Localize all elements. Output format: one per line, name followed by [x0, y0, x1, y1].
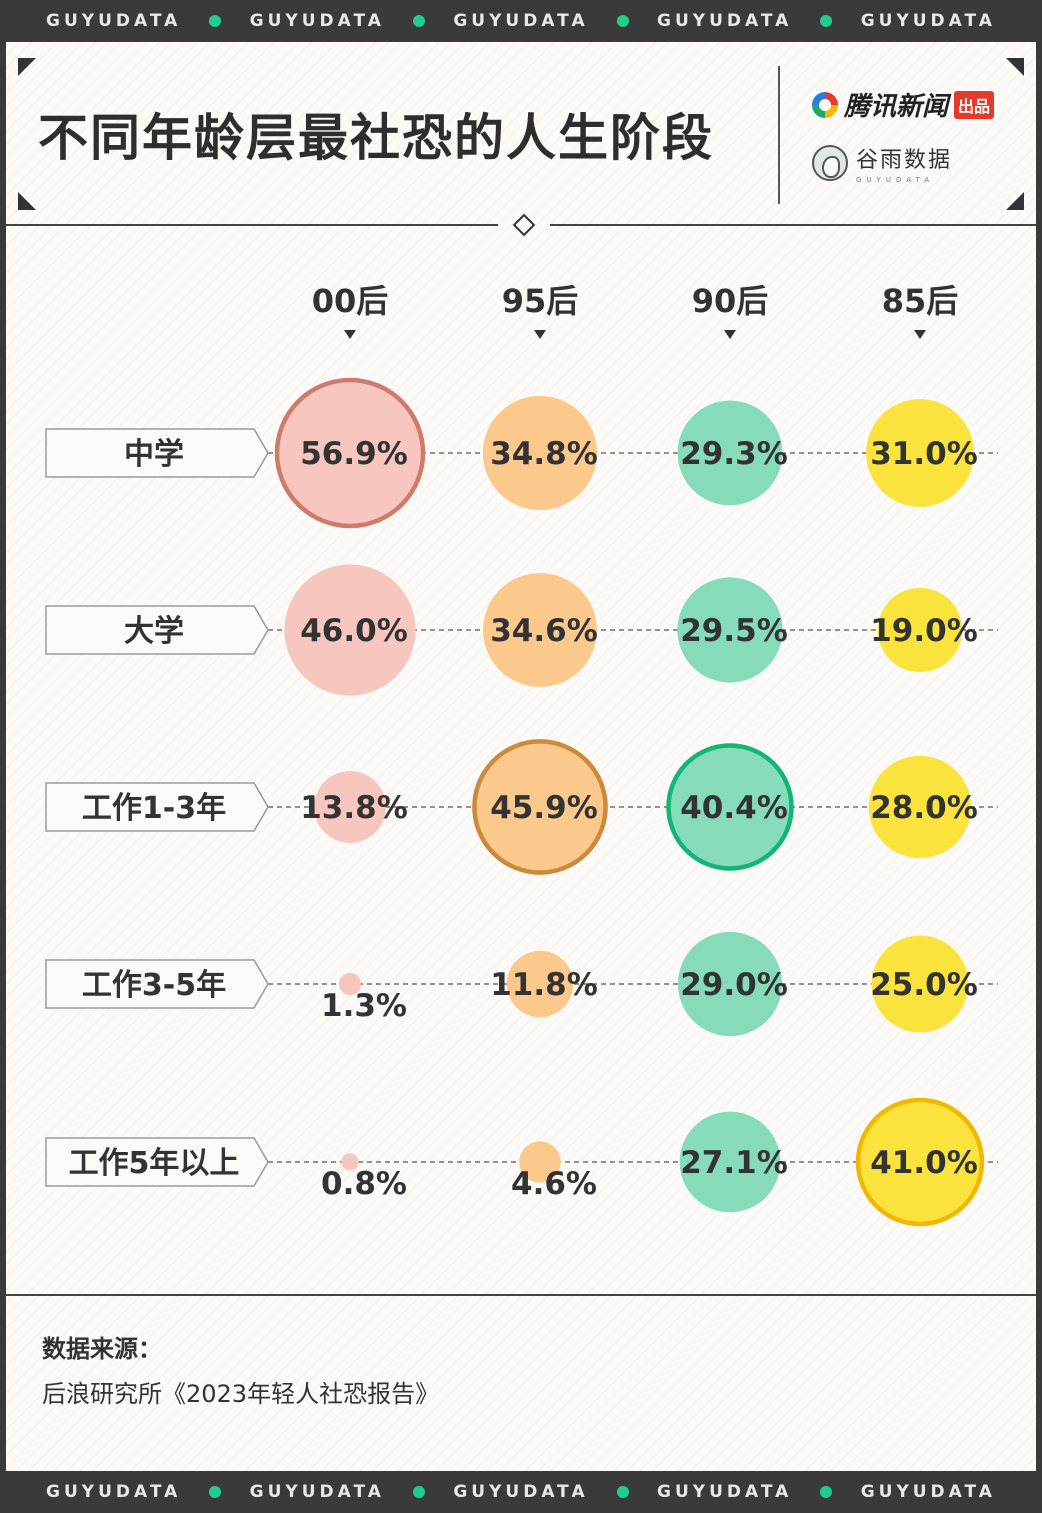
bubble	[482, 395, 598, 511]
band-word: GUYUDATA	[46, 11, 182, 31]
bubble-value-label: 29.0%	[680, 967, 788, 1003]
row-label-tag	[45, 605, 269, 655]
page-title: 不同年龄层最社恐的人生阶段	[38, 109, 714, 167]
bubble-value-label: 28.0%	[870, 790, 978, 826]
corner-mark	[18, 192, 36, 210]
band-dot	[616, 1486, 629, 1498]
row-label: 工作1-3年	[82, 791, 226, 826]
bubble	[314, 771, 386, 843]
bird-logo-icon	[812, 145, 848, 181]
bubble-value-label: 40.4%	[680, 790, 788, 826]
column-header: 95后	[502, 282, 579, 320]
band-dot	[413, 1486, 426, 1498]
bubble	[274, 377, 426, 529]
bubble-value-label: 56.9%	[300, 436, 408, 472]
band-word: GUYUDATA	[657, 11, 793, 31]
band-dot	[209, 1486, 222, 1498]
bubble-value-label: 11.8%	[490, 967, 598, 1003]
bubble-value-label: 13.8%	[300, 790, 408, 826]
bubble	[506, 950, 574, 1018]
bottom-brand-band: GUYUDATA GUYUDATA GUYUDATA GUYUDATA GUYU…	[0, 1471, 1042, 1513]
column-header: 90后	[692, 282, 769, 320]
corner-mark	[1006, 58, 1024, 76]
tencent-news-name: 腾讯新闻	[844, 92, 949, 122]
band-word: GUYUDATA	[249, 11, 385, 31]
corner-mark	[18, 58, 36, 76]
bubble-value-label: 27.1%	[680, 1145, 788, 1181]
bubble	[877, 587, 963, 673]
bubble-value-label: 46.0%	[300, 613, 408, 649]
row-label: 大学	[124, 614, 184, 649]
row-label-tag	[45, 1137, 269, 1187]
bubble-value-label: 34.8%	[490, 436, 598, 472]
header-rule	[6, 224, 498, 226]
band-dot	[820, 1486, 833, 1498]
bubble	[341, 1153, 359, 1171]
down-arrow-icon	[344, 330, 356, 339]
bubble-value-label: 19.0%	[870, 613, 978, 649]
bubble	[472, 739, 608, 875]
produced-by-tag: 出品	[954, 90, 995, 119]
source-label: 数据来源：	[42, 1335, 162, 1363]
row-label: 工作5年以上	[69, 1146, 240, 1181]
band-dot	[209, 15, 222, 27]
down-arrow-icon	[724, 330, 736, 339]
bubble	[677, 931, 783, 1037]
bubble-value-label: 29.5%	[680, 613, 788, 649]
bubble	[666, 743, 794, 871]
bubble	[284, 564, 416, 696]
bubble-value-label: 25.0%	[870, 967, 978, 1003]
header-rule	[550, 224, 1036, 226]
tencent-news-logo-icon	[812, 91, 838, 118]
bubble-value-label: 34.6%	[490, 613, 598, 649]
bubble	[677, 400, 783, 506]
header-divider	[778, 66, 780, 204]
corner-mark	[1006, 192, 1024, 210]
bubble-value-label: 41.0%	[870, 1145, 978, 1181]
bubble	[677, 577, 783, 683]
guyu-data-subtitle: GUYUDATA	[856, 176, 934, 184]
row-label-tag	[45, 782, 269, 832]
down-arrow-icon	[534, 330, 546, 339]
band-word: GUYUDATA	[249, 1482, 385, 1502]
footer-rule	[6, 1294, 1036, 1296]
bubble	[679, 1111, 781, 1213]
column-header: 00后	[312, 282, 389, 320]
bubble	[866, 399, 974, 507]
bubble	[871, 935, 969, 1033]
bubble-value-label: 4.6%	[511, 1166, 597, 1202]
source-text: 后浪研究所《2023年轻人社恐报告》	[42, 1380, 440, 1408]
bubble	[519, 1141, 561, 1183]
band-dot	[413, 15, 426, 27]
down-arrow-icon	[914, 330, 926, 339]
band-word: GUYUDATA	[860, 11, 996, 31]
bubble	[483, 573, 597, 687]
bubble-value-label: 29.3%	[680, 436, 788, 472]
bubble-value-label: 31.0%	[870, 436, 978, 472]
bubble-value-label: 1.3%	[321, 988, 407, 1024]
row-label: 中学	[124, 437, 184, 472]
band-word: GUYUDATA	[657, 1482, 793, 1502]
infographic-panel: 不同年龄层最社恐的人生阶段 腾讯新闻 出品 谷雨数据 GUYUDATA 00后 9…	[6, 42, 1036, 1471]
band-dot	[820, 15, 833, 27]
guyu-data-name: 谷雨数据	[856, 148, 953, 173]
bubble	[868, 755, 972, 859]
top-brand-band: GUYUDATA GUYUDATA GUYUDATA GUYUDATA GUYU…	[0, 0, 1042, 42]
bubble	[338, 972, 362, 996]
row-label-tag	[45, 959, 269, 1009]
band-dot	[616, 15, 629, 27]
row-label: 工作3-5年	[82, 968, 226, 1003]
band-word: GUYUDATA	[860, 1482, 996, 1502]
bubble	[855, 1097, 985, 1227]
row-label-tag	[45, 428, 269, 478]
column-header: 85后	[882, 282, 959, 320]
bubble-value-label: 0.8%	[321, 1166, 407, 1202]
band-word: GUYUDATA	[46, 1482, 182, 1502]
band-word: GUYUDATA	[453, 1482, 589, 1502]
bubble-value-label: 45.9%	[490, 790, 598, 826]
band-word: GUYUDATA	[453, 11, 589, 31]
guyu-data-brand: 谷雨数据 GUYUDATA	[812, 142, 952, 184]
tencent-news-brand: 腾讯新闻 出品	[812, 86, 995, 123]
